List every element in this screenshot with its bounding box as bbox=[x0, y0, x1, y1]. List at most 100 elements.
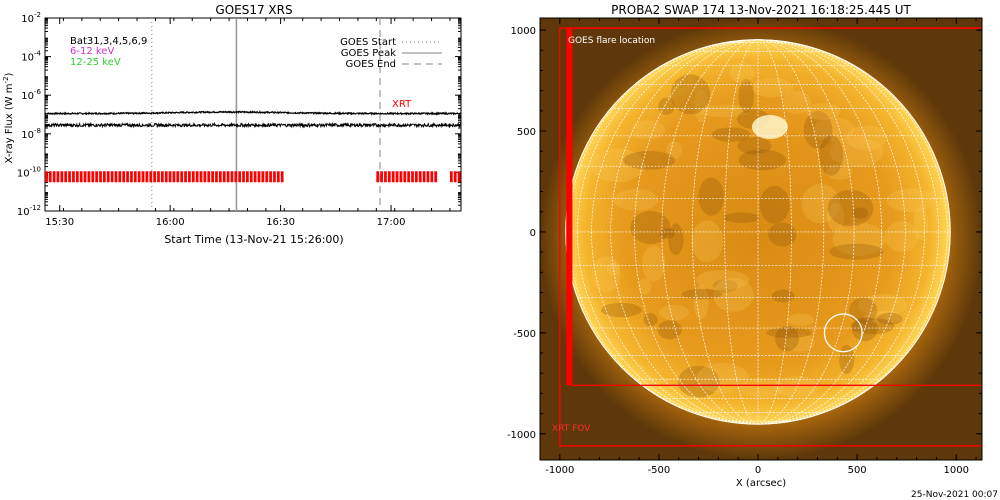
xrt-bar bbox=[434, 171, 438, 183]
disk-feature bbox=[801, 183, 840, 224]
x-tick-label: 17:00 bbox=[377, 217, 406, 228]
xrt-bar bbox=[453, 171, 457, 183]
xrt-bar bbox=[414, 171, 418, 183]
disk-feature bbox=[819, 134, 843, 176]
xrt-bar bbox=[114, 171, 118, 183]
image-axes: -1000 -500 0 500 1000 -1000 -500 0 500 1000 bbox=[507, 18, 982, 476]
disk-feature bbox=[638, 278, 652, 295]
disk-feature bbox=[643, 312, 658, 327]
img-x-tick-label: 0 bbox=[755, 465, 761, 476]
disk-feature bbox=[677, 365, 720, 398]
xrt-bar bbox=[157, 171, 160, 183]
xrt-bar bbox=[273, 171, 276, 183]
y-tick-label: 10-4 bbox=[21, 50, 41, 64]
xrt-bar bbox=[230, 171, 234, 183]
disk-feature bbox=[771, 289, 795, 303]
disk-feature bbox=[738, 149, 786, 171]
y-tick-base: 10 bbox=[21, 53, 34, 64]
y-tick-base: 10 bbox=[17, 168, 30, 179]
img-y-tick-label: 1000 bbox=[511, 26, 536, 37]
xrt-bar bbox=[395, 171, 399, 183]
disk-feature bbox=[805, 102, 841, 120]
disk-feature bbox=[785, 333, 816, 352]
xrt-bar bbox=[60, 171, 64, 183]
xrt-bar bbox=[257, 171, 261, 183]
meridian-line bbox=[591, 39, 759, 425]
y-tick-label: 10-10 bbox=[17, 165, 41, 179]
disk-feature bbox=[681, 289, 723, 300]
disk-feature bbox=[775, 325, 799, 352]
disk-feature bbox=[697, 104, 751, 118]
legend-label: GOES Peak bbox=[341, 48, 396, 59]
disk-feature bbox=[766, 327, 812, 338]
img-x-tick-label: 1000 bbox=[944, 465, 969, 476]
disk-feature bbox=[623, 151, 676, 170]
disk-feature bbox=[630, 120, 666, 140]
y-tick-base: 10 bbox=[21, 91, 34, 102]
xrt-bar bbox=[45, 171, 48, 183]
flux-line-0 bbox=[44, 110, 462, 116]
xrt-bar bbox=[160, 171, 164, 183]
y-tick-exp: -10 bbox=[30, 165, 41, 173]
y-tick-exp: -6 bbox=[34, 88, 42, 96]
xrt-bar bbox=[195, 171, 199, 183]
xrt-bar bbox=[102, 171, 106, 183]
xrt-bar bbox=[118, 171, 122, 183]
active-region bbox=[751, 114, 788, 139]
xrt-bar bbox=[184, 171, 187, 183]
disk-feature bbox=[696, 362, 749, 393]
xrt-bar bbox=[137, 171, 141, 183]
x-axis-label: Start Time (13-Nov-21 15:26:00) bbox=[164, 233, 343, 246]
xrt-bar bbox=[422, 171, 426, 183]
xrt-bar bbox=[380, 171, 383, 183]
xrt-bar bbox=[191, 171, 195, 183]
disk-feature bbox=[876, 312, 903, 325]
xrt-bar bbox=[168, 171, 172, 183]
img-x-tick-label: 500 bbox=[848, 465, 867, 476]
disk-feature bbox=[827, 189, 874, 227]
goes-flare-circle bbox=[823, 313, 863, 353]
disk-feature bbox=[829, 243, 884, 260]
disk-feature bbox=[723, 212, 760, 223]
disk-feature bbox=[698, 177, 724, 216]
image-frame bbox=[539, 17, 983, 461]
xrt-bar bbox=[180, 171, 184, 183]
meridian-line bbox=[757, 39, 825, 425]
swap-image-panel: PROBA2 SWAP 174 13-Nov-2021 16:18:25.445… bbox=[507, 3, 983, 489]
xrt-bar bbox=[253, 171, 257, 183]
xrt-bar bbox=[215, 171, 218, 183]
xrt-bar bbox=[106, 171, 110, 183]
disk-feature bbox=[668, 223, 684, 256]
disk-feature bbox=[886, 188, 936, 212]
disk-feature bbox=[759, 185, 790, 224]
xrt-fov-inner bbox=[571, 27, 982, 387]
xrt-bar bbox=[145, 171, 149, 183]
y-tick-label: 10-8 bbox=[21, 127, 41, 141]
goes-flare-label: GOES flare location bbox=[568, 36, 655, 46]
disk-feature bbox=[913, 206, 928, 240]
xrt-bar bbox=[87, 171, 91, 183]
disk-feature bbox=[768, 222, 797, 247]
xrt-bar bbox=[399, 171, 403, 183]
limb-outline bbox=[565, 39, 951, 425]
xrt-bar bbox=[280, 171, 284, 183]
xrt-bar bbox=[91, 171, 95, 183]
flux-line-1 bbox=[44, 121, 462, 129]
x-tick-label: 16:30 bbox=[266, 217, 295, 228]
xrt-bar bbox=[130, 171, 133, 183]
image-x-label: X (arcsec) bbox=[736, 478, 786, 489]
disk-feature bbox=[832, 222, 886, 256]
xrt-bar bbox=[172, 171, 176, 183]
xrt-bar bbox=[218, 171, 222, 183]
xrt-bar bbox=[133, 171, 137, 183]
plot-frame bbox=[44, 17, 462, 212]
disk-feature bbox=[712, 279, 738, 293]
xrt-bar bbox=[411, 171, 414, 183]
disk-feature bbox=[630, 210, 671, 245]
series-label-6-12kev: 6-12 keV bbox=[70, 46, 114, 57]
disk-feature bbox=[613, 188, 659, 211]
y-tick-exp: -4 bbox=[34, 50, 42, 58]
disk-feature bbox=[737, 137, 772, 155]
